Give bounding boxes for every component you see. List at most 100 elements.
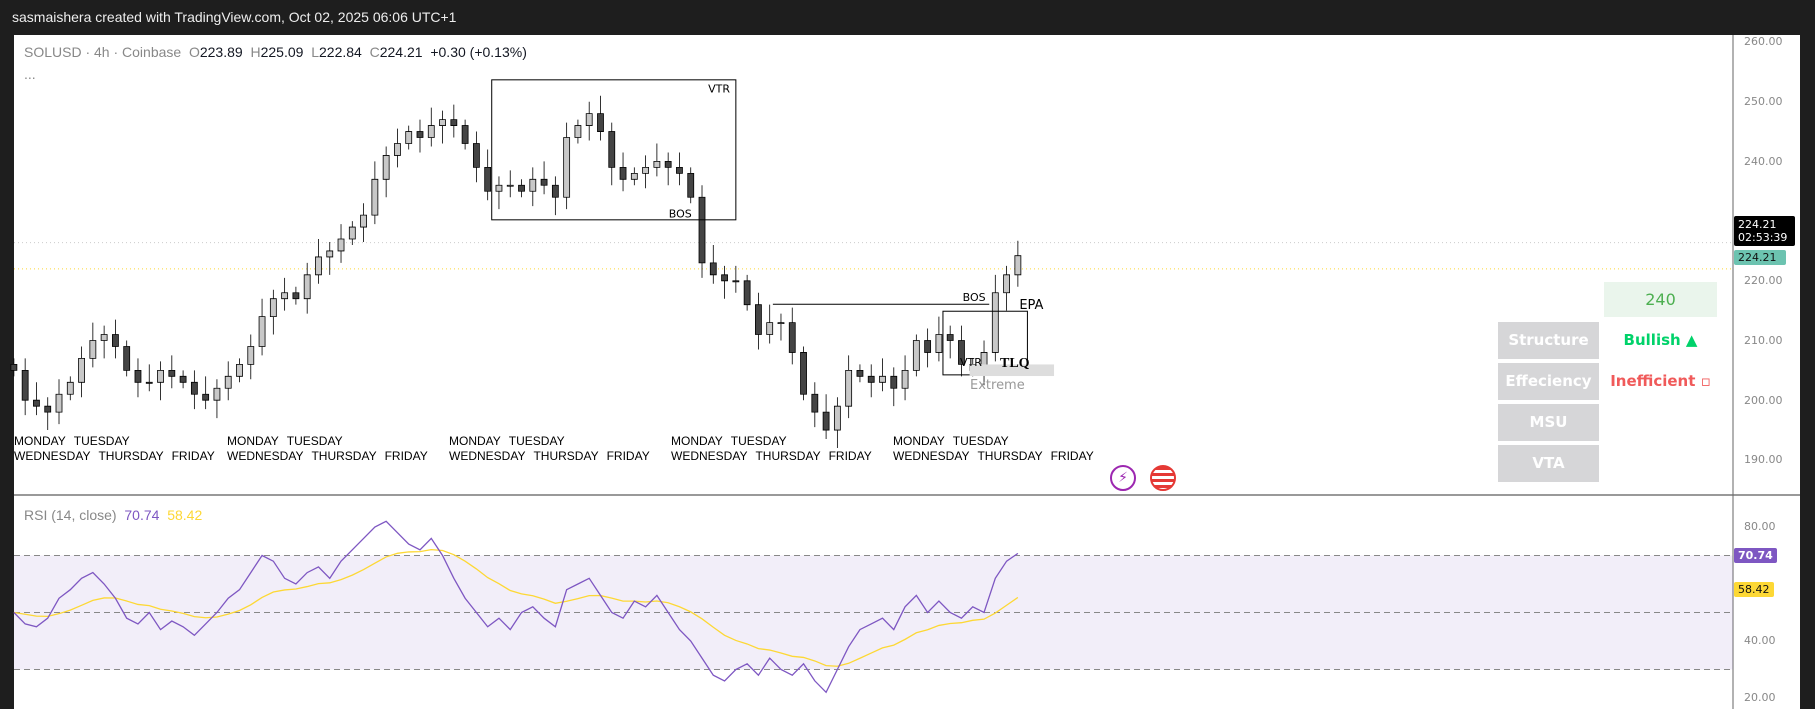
candle	[66, 376, 74, 401]
candle	[236, 358, 243, 383]
low-label: L	[311, 44, 319, 60]
candle	[157, 361, 164, 401]
candle	[269, 289, 277, 335]
bos-label: BOS	[963, 291, 986, 304]
candle	[360, 203, 367, 242]
candle	[912, 334, 920, 377]
candle	[676, 152, 683, 186]
candle	[958, 325, 965, 377]
rsi-value-tag: 70.74	[1734, 548, 1777, 563]
candle	[168, 355, 176, 389]
candle	[585, 101, 593, 141]
day-label: THURSDAY	[311, 449, 376, 463]
day-label: THURSDAY	[98, 449, 163, 463]
day-label: TUESDAY	[74, 434, 130, 448]
candle	[484, 149, 492, 201]
candle	[145, 364, 153, 392]
day-label: WEDNESDAY	[227, 449, 303, 463]
attribution-bar: sasmaishera created with TradingView.com…	[0, 0, 1815, 35]
efficiency-value: Inefficient ▫	[1610, 372, 1711, 390]
bar-countdown: 02:53:39	[1738, 231, 1788, 244]
low-value: 222.84	[319, 44, 362, 60]
change-value: +0.30 (+0.13%)	[430, 44, 527, 60]
day-label: MONDAY	[449, 434, 501, 448]
candle	[811, 382, 819, 428]
candle	[630, 167, 638, 186]
rsi-title[interactable]: RSI (14, close)	[24, 507, 117, 523]
candle	[867, 364, 875, 398]
day-label: WEDNESDAY	[893, 449, 969, 463]
candle	[450, 104, 458, 138]
candle	[687, 167, 695, 204]
candle	[326, 241, 334, 275]
candle	[721, 265, 728, 299]
candle	[202, 376, 210, 410]
day-label: TUESDAY	[731, 434, 787, 448]
day-label: FRIDAY	[607, 449, 650, 463]
day-label: WEDNESDAY	[14, 449, 90, 463]
vtr-label: VTR	[708, 83, 730, 96]
candle	[653, 143, 661, 177]
candle	[1014, 240, 1022, 287]
candle	[540, 161, 548, 195]
candle	[901, 355, 909, 401]
last-price: 224.21	[1738, 218, 1777, 231]
symbol-info[interactable]: SOLUSD · 4h · Coinbase	[24, 44, 182, 60]
candle	[946, 325, 954, 359]
open-value: 223.89	[199, 44, 243, 60]
close-value: 224.21	[379, 44, 423, 60]
candle	[709, 244, 717, 284]
day-label: THURSDAY	[533, 449, 598, 463]
candle	[44, 397, 52, 431]
candle	[10, 358, 18, 377]
candle	[924, 328, 932, 368]
more-indicators-button[interactable]: ...	[24, 66, 36, 82]
efficiency-label: Effeciency	[1498, 363, 1599, 400]
day-label: FRIDAY	[829, 449, 872, 463]
day-label: TUESDAY	[953, 434, 1009, 448]
high-value: 225.09	[260, 44, 304, 60]
high-label: H	[250, 44, 261, 60]
day-label: TUESDAY	[287, 434, 343, 448]
day-label: WEDNESDAY	[449, 449, 525, 463]
candle	[213, 379, 221, 419]
candle	[55, 379, 63, 425]
candle	[563, 122, 571, 210]
candle	[461, 119, 469, 150]
rsi-ma-tag: 58.42	[1734, 582, 1774, 597]
candle	[495, 176, 503, 210]
structure-value: Bullish ▲	[1623, 331, 1698, 349]
candle	[348, 221, 356, 245]
candle	[506, 170, 514, 198]
candle	[597, 95, 604, 141]
candle	[800, 346, 807, 401]
candle	[179, 370, 187, 389]
candle	[574, 119, 582, 144]
day-label: THURSDAY	[755, 449, 820, 463]
candle	[732, 265, 740, 293]
lightning-icon[interactable]: ⚡	[1110, 465, 1136, 491]
candle	[258, 298, 266, 356]
candle	[619, 152, 627, 192]
day-label: THURSDAY	[977, 449, 1042, 463]
right-edge	[1800, 35, 1815, 709]
rsi-ma-value: 58.42	[167, 507, 203, 523]
candle	[788, 307, 796, 365]
extreme-label: Extreme	[970, 378, 1025, 393]
candle	[529, 167, 537, 207]
us-flag-icon[interactable]	[1150, 465, 1176, 491]
rsi-ma-line	[13, 548, 1019, 667]
candle	[405, 125, 413, 150]
price-line-tag: 224.21	[1734, 250, 1786, 265]
structure-label: Structure	[1498, 322, 1599, 359]
candle	[416, 119, 424, 153]
candle	[89, 322, 97, 368]
day-label: TUESDAY	[509, 434, 565, 448]
candle	[315, 239, 322, 284]
day-label: FRIDAY	[172, 449, 215, 463]
close-label: C	[369, 44, 380, 60]
candle	[472, 131, 480, 183]
candle	[777, 313, 785, 341]
day-label: WEDNESDAY	[671, 449, 747, 463]
